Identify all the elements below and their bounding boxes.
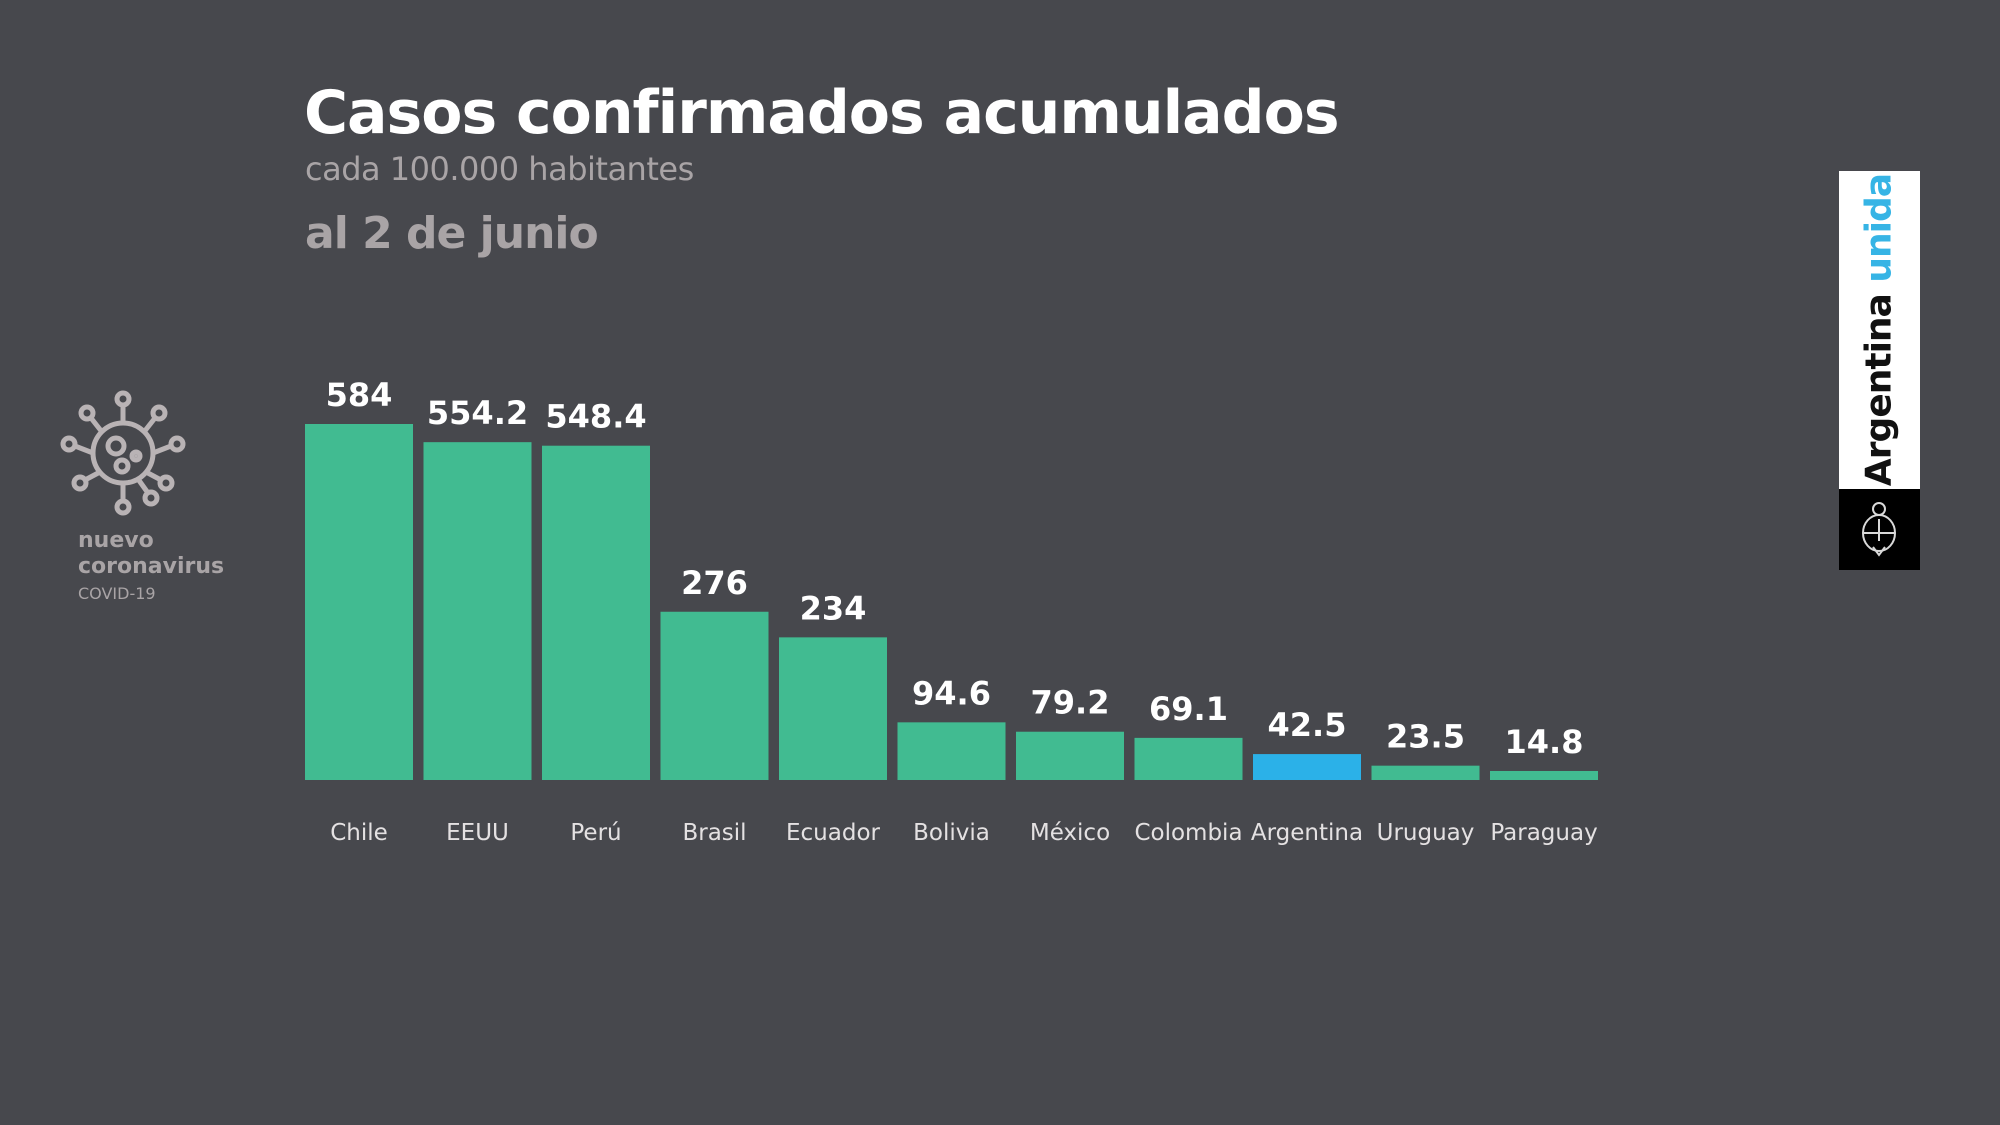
bar-ecuador: [779, 637, 887, 780]
covid-label-line3: COVID-19: [78, 584, 156, 603]
category-label: Bolivia: [913, 820, 990, 846]
category-label: Brasil: [682, 820, 746, 846]
logo-emblem-panel: [1839, 489, 1920, 570]
bar-argentina: [1253, 754, 1361, 780]
category-label: Colombia: [1134, 820, 1242, 846]
virus-icon: [60, 390, 186, 516]
covid-label-line2: coronavirus: [78, 554, 225, 579]
value-label: 234: [800, 589, 867, 627]
category-label: Argentina: [1251, 820, 1363, 846]
covid-label-line1: nuevo: [78, 528, 154, 553]
category-label: México: [1030, 820, 1110, 846]
logo-white-panel: Argentina unida: [1839, 171, 1920, 489]
value-label: 554.2: [427, 394, 528, 432]
bar-paraguay: [1490, 770, 1598, 780]
bar-brasil: [660, 611, 769, 780]
covid-label: nuevo coronavirus: [78, 528, 224, 580]
chart-title: Casos confirmados acumulados: [304, 78, 1340, 148]
coat-of-arms-icon: [1862, 502, 1896, 557]
bar-uruguay: [1371, 765, 1480, 780]
value-label: 69.1: [1149, 690, 1228, 728]
bar-méxico: [1016, 731, 1124, 780]
value-label: 94.6: [912, 674, 991, 712]
category-label: Paraguay: [1490, 820, 1597, 846]
bar-colombia: [1134, 737, 1243, 780]
logo-word-argentina: Argentina: [1858, 294, 1900, 487]
value-label: 14.8: [1505, 723, 1584, 761]
bar-bolivia: [897, 722, 1006, 780]
category-label: Perú: [570, 820, 621, 846]
category-label: Ecuador: [786, 820, 881, 846]
argentina-unida-logo: Argentina unida: [1839, 171, 1920, 570]
value-label: 23.5: [1386, 718, 1465, 756]
logo-wordmark: Argentina unida: [1859, 174, 1900, 486]
value-label: 42.5: [1268, 706, 1347, 744]
bar-chile: [305, 424, 413, 780]
value-label: 548.4: [545, 398, 646, 436]
category-label: Chile: [330, 820, 388, 846]
covid-badge: nuevo coronavirus COVID-19: [58, 388, 258, 603]
chart-subtitle: cada 100.000 habitantes: [305, 150, 694, 188]
bar-eeuu: [423, 442, 532, 780]
category-label: EEUU: [446, 820, 509, 846]
value-label: 276: [681, 564, 748, 602]
category-label: Uruguay: [1377, 820, 1475, 846]
value-label: 79.2: [1031, 684, 1110, 722]
chart-date: al 2 de junio: [305, 208, 599, 259]
value-label: 584: [326, 376, 393, 414]
logo-word-unida: unida: [1858, 173, 1900, 283]
bar-perú: [542, 445, 650, 780]
